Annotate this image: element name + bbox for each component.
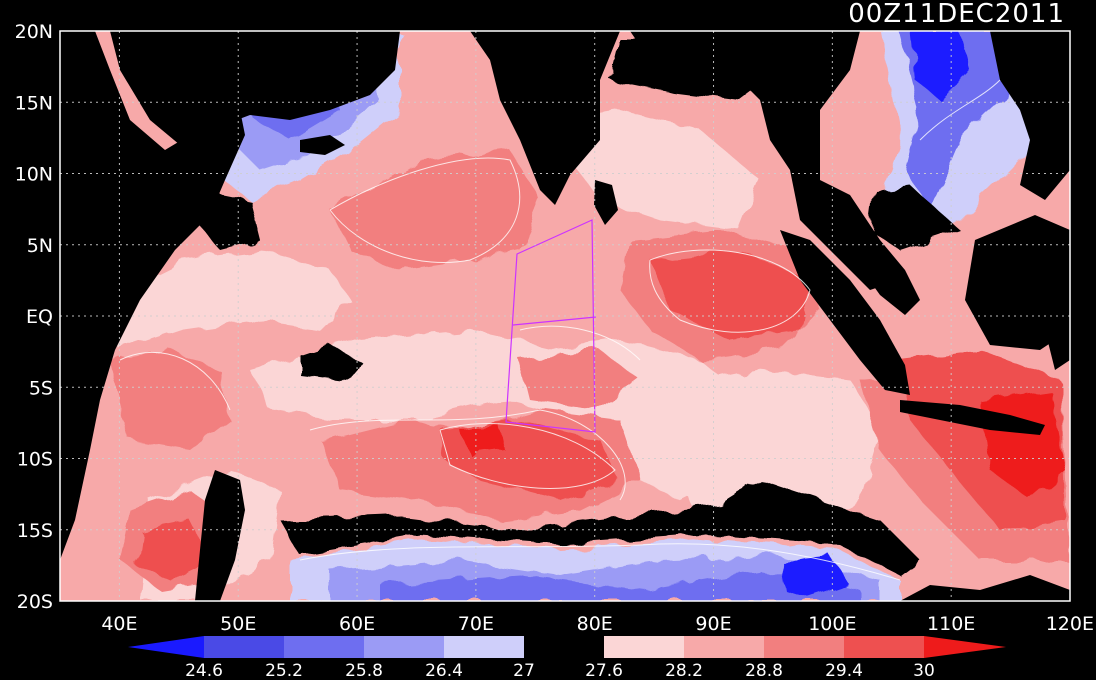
colorbar-tick-label: 29.4 <box>825 661 863 680</box>
colorbar-tick-label: 28.8 <box>745 661 783 680</box>
lon-tick-label: 60E <box>339 613 375 635</box>
contour-line <box>919 79 1001 141</box>
lon-tick-label: 70E <box>458 613 494 635</box>
sst-zone-dark <box>300 345 365 380</box>
colorbar-tick-label: 30 <box>913 661 935 680</box>
sst-zone-hot <box>135 520 210 580</box>
study-region-divider <box>512 316 597 326</box>
sst-zone-light <box>100 250 350 350</box>
sst-zone-cool <box>910 31 970 100</box>
colorbar-segment <box>364 636 444 658</box>
sst-zone-mid <box>330 150 540 270</box>
contour-line <box>519 325 641 361</box>
lat-tick-label: 15S <box>17 520 53 542</box>
colorbar-tick-label: 27.6 <box>585 661 623 680</box>
colorbar-segment <box>604 636 684 658</box>
lat-tick-label: 10S <box>17 449 53 471</box>
study-region-outline <box>505 219 596 433</box>
sst-zone-hot <box>650 250 810 340</box>
contour-line <box>119 351 231 411</box>
lon-tick-label: 80E <box>577 613 613 635</box>
lat-tick-label: 5S <box>29 377 53 399</box>
land-australia <box>900 575 1070 601</box>
timestamp-label: 00Z11DEC2011 <box>848 0 1065 29</box>
latitude-labels: 20N 15N 10N 5N EQ 5S 10S 15S 20S <box>15 21 53 613</box>
colorbar-tick-label: 28.2 <box>665 661 703 680</box>
sst-zone-light <box>660 370 880 540</box>
contour-line <box>329 157 521 264</box>
sst-zone-cool <box>380 570 860 601</box>
sst-zone-max <box>460 425 505 455</box>
land-sumatra <box>780 230 910 395</box>
colorbar-segment <box>284 636 364 658</box>
contour-line <box>309 409 626 501</box>
colorbar-arrow-right <box>924 636 1006 658</box>
land-java <box>900 400 1045 435</box>
lat-tick-label: 15N <box>15 92 53 114</box>
colorbar-tick-label: 24.6 <box>185 661 223 680</box>
lon-tick-label: 40E <box>101 613 137 635</box>
sst-zone-dark <box>280 480 920 575</box>
study-region-box <box>505 219 597 433</box>
colorbar-segment <box>764 636 844 658</box>
contour-line <box>299 543 901 581</box>
colorbar-tick-label: 25.8 <box>345 661 383 680</box>
contour-line <box>649 249 811 333</box>
land-indochina <box>990 31 1070 200</box>
contour-lines <box>119 79 1001 581</box>
colorbar-arrow-left <box>128 636 204 658</box>
sst-zone-mid <box>520 350 640 410</box>
sst-map <box>60 31 1070 601</box>
land-sulawesi <box>1045 265 1070 370</box>
map-frame <box>59 30 1071 602</box>
land-africa <box>60 31 245 560</box>
land-myanmar <box>630 31 900 290</box>
grid-lines <box>60 31 1070 601</box>
colorbar-tick-label: 26.4 <box>425 661 463 680</box>
colorbar-segment <box>684 636 764 658</box>
colorbar-segment <box>444 636 524 658</box>
land-madagascar <box>195 470 245 601</box>
colorbar-segment <box>844 636 924 658</box>
colorbar-tick-label: 27 <box>513 661 535 680</box>
colorbar-segment <box>524 636 604 658</box>
lat-tick-label: 20N <box>15 21 53 43</box>
land-sri-lanka <box>594 180 618 225</box>
land-arabia <box>110 31 400 145</box>
sst-zone-mid <box>110 350 230 450</box>
lat-tick-label: 20S <box>17 591 53 613</box>
lon-tick-label: 50E <box>220 613 256 635</box>
lon-tick-label: 120E <box>1046 613 1094 635</box>
sst-zone-dark <box>870 185 960 250</box>
land-malay <box>820 180 920 315</box>
colorbar: 24.6 25.2 25.8 26.4 27 27.6 28.2 28.8 29.4 30 <box>128 636 1006 680</box>
lat-tick-label: 5N <box>27 235 53 257</box>
colorbar-tick-label: 25.2 <box>265 661 303 680</box>
colorbar-segment <box>204 636 284 658</box>
land-socotra <box>300 135 345 155</box>
contour-line <box>439 423 616 489</box>
landmasses <box>60 31 1070 601</box>
longitude-labels: 40E 50E 60E 70E 80E 90E 100E 110E 120E <box>101 613 1094 635</box>
land-india <box>470 31 620 205</box>
lat-tick-label: EQ <box>26 306 53 328</box>
lon-tick-label: 100E <box>808 613 856 635</box>
lat-tick-label: 10N <box>15 164 53 186</box>
lon-tick-label: 90E <box>695 613 731 635</box>
lon-tick-label: 110E <box>927 613 975 635</box>
